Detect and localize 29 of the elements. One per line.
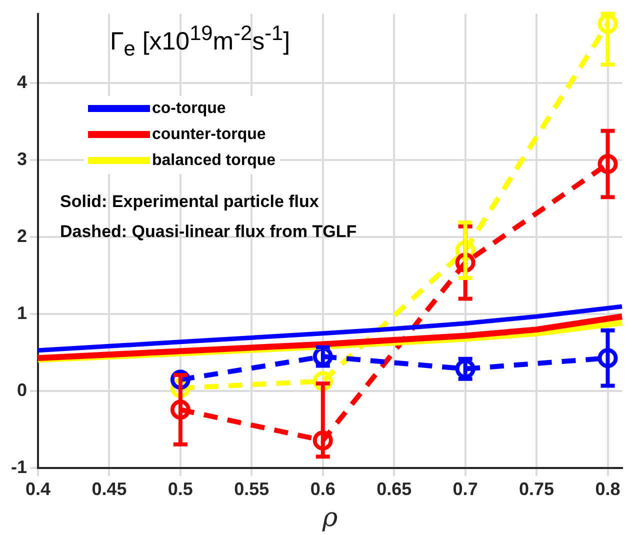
y-tick-label: 0 [16, 380, 27, 400]
x-tick-label: 0.55 [234, 478, 270, 499]
x-tick-label: 0.4 [25, 478, 51, 499]
y-tick-label: -1 [10, 457, 27, 478]
annotation: Solid: Experimental particle flux [60, 192, 319, 212]
x-tick-label: 0.65 [376, 478, 412, 499]
point [598, 154, 618, 174]
legend-label: balanced torque [152, 150, 276, 171]
x-tick-label: 0.6 [310, 478, 336, 499]
x-tick-label: 0.8 [595, 478, 620, 499]
point [312, 371, 333, 392]
point [170, 400, 190, 420]
y-tick-label: 2 [16, 226, 27, 246]
x-tick-label: 0.5 [168, 478, 193, 499]
annotation: Dashed: Quasi-linear flux from TGLF [60, 222, 357, 242]
y-tick-label: 3 [16, 149, 27, 170]
legend-label: co-torque [152, 98, 226, 119]
x-tick-label: 0.45 [92, 478, 127, 499]
point [312, 430, 333, 450]
point [455, 358, 476, 379]
text: Γ$_{e}$ [x10$^{19}$m$^{-2}$s$^{-1}$] [110, 22, 290, 60]
y-tick-label: 1 [16, 303, 27, 324]
x-axis-title: ρ [321, 503, 338, 534]
point [598, 348, 618, 368]
y-tick-label: 4 [16, 72, 27, 92]
legend-label: counter-torque [152, 124, 266, 145]
x-tick-label: 0.7 [452, 478, 478, 499]
x-tick-label: 0.75 [519, 478, 554, 499]
point [598, 14, 618, 34]
